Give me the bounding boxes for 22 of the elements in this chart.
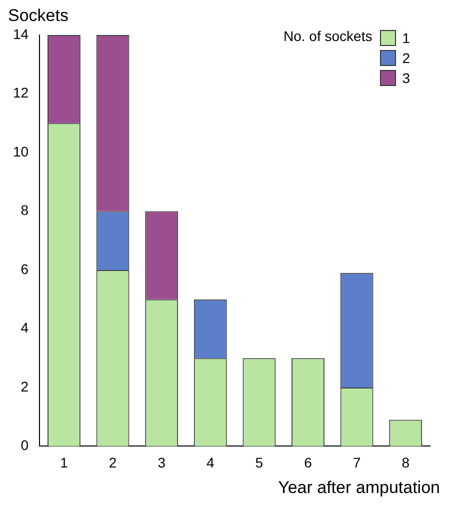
legend-label: 3 [402,70,410,86]
x-tick-label: 7 [352,454,361,470]
y-tick-label: 10 [12,143,29,160]
x-tick-label: 6 [304,454,312,470]
y-tick-label: 2 [20,378,29,394]
x-tick-label: 3 [158,454,166,470]
x-tick-label: 8 [402,454,410,470]
y-tick-label: 4 [20,320,29,336]
legend-label: 1 [402,30,410,46]
y-tick-label: 8 [20,202,29,218]
y-tick-label: 14 [12,26,29,42]
x-tick-label: 2 [108,454,117,470]
y-tick-label: 12 [12,84,29,101]
x-tick-label: 5 [255,454,264,470]
x-tick-label: 4 [206,454,214,470]
legend-title: No. of sockets [284,28,372,46]
x-axis-title: Year after amputation [278,478,440,498]
y-tick-label: 0 [20,437,29,454]
y-tick-label: 6 [20,260,29,277]
legend-label: 2 [402,50,410,66]
x-tick-label: 1 [60,454,68,470]
y-axis-title: Sockets [8,6,68,26]
